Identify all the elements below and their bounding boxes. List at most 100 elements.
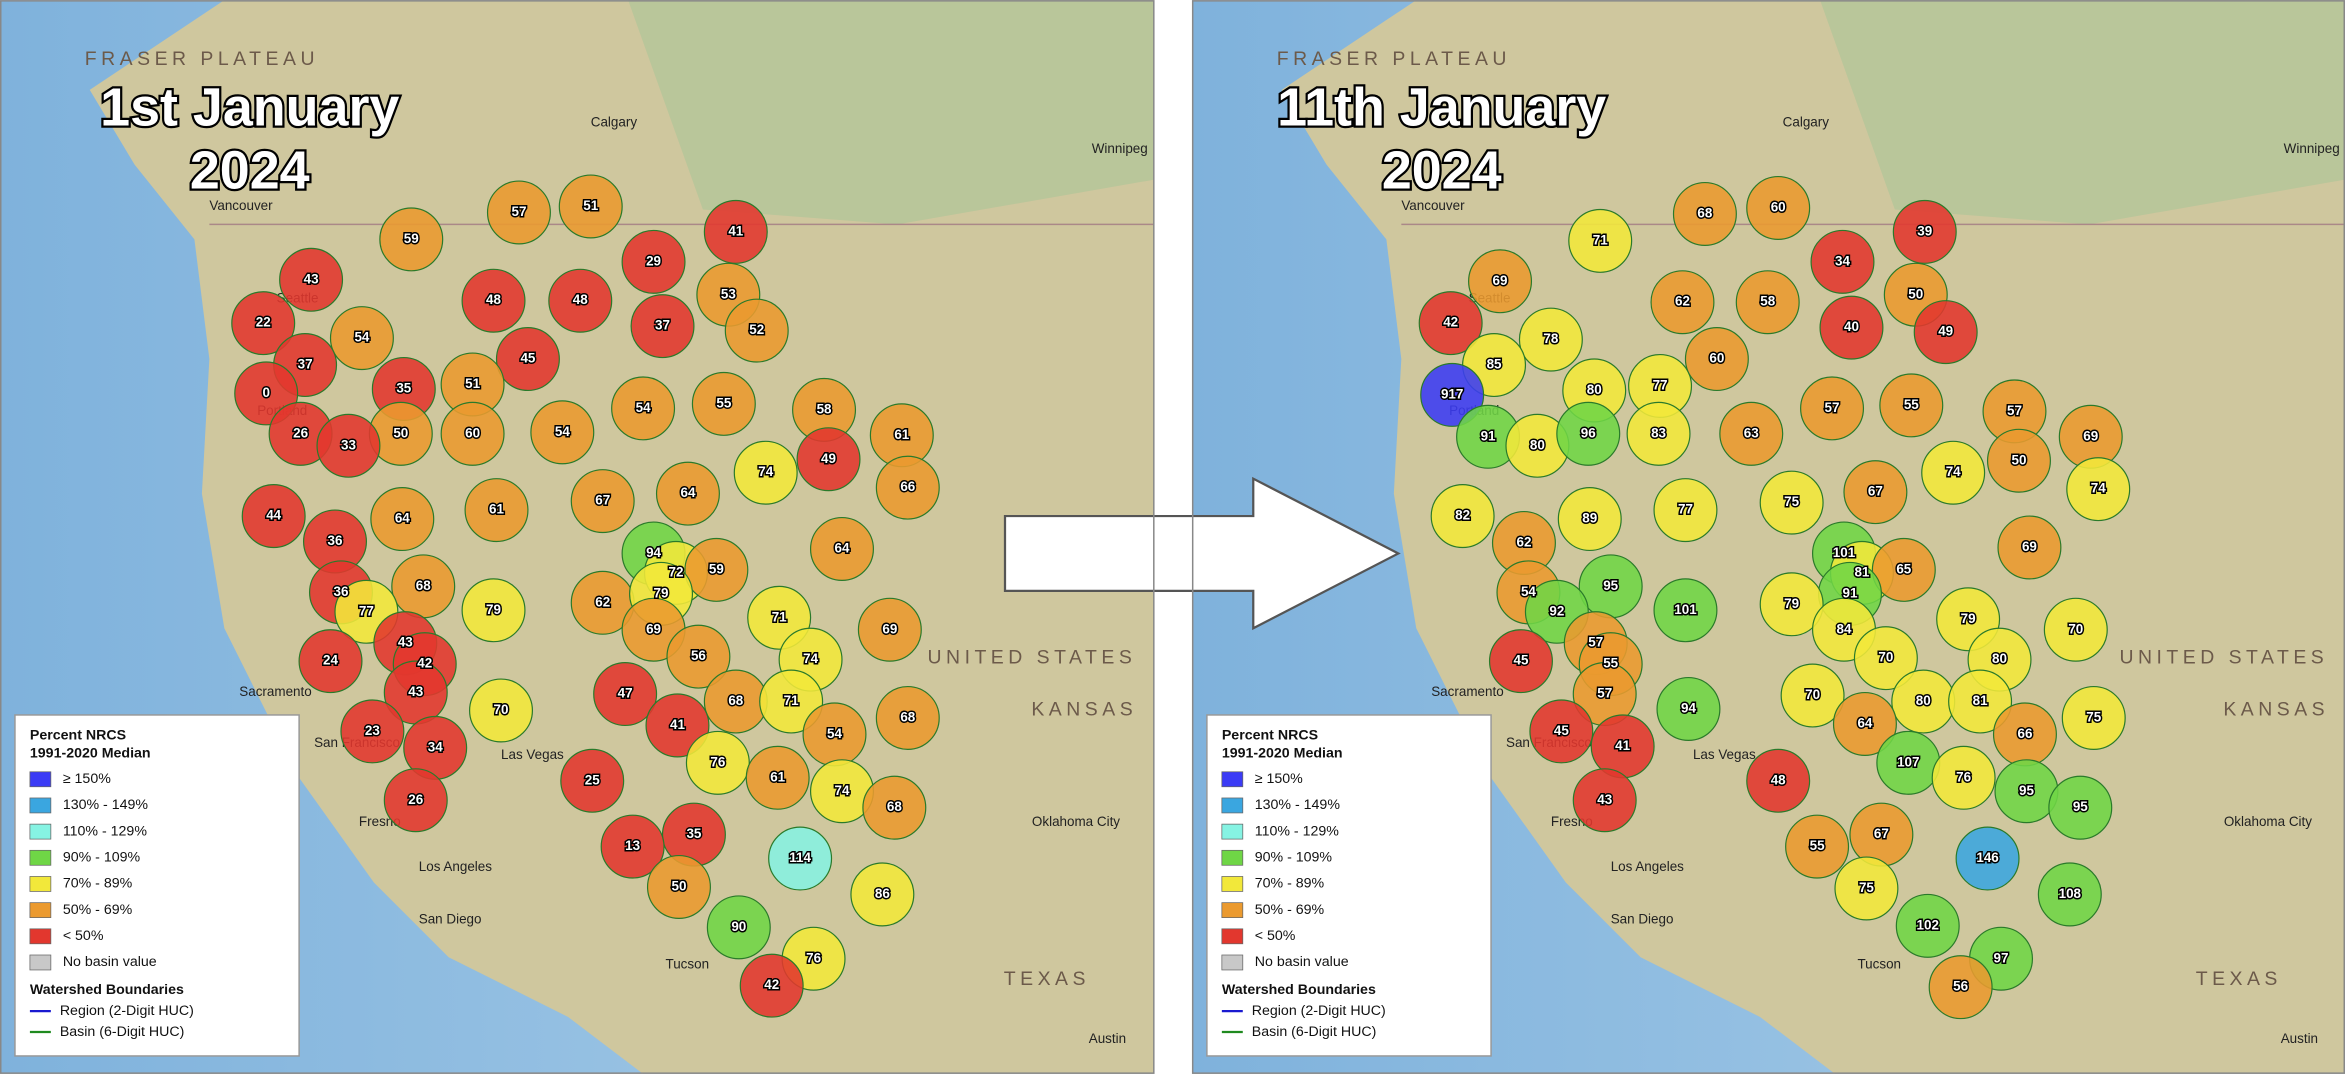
basin-value: 69: [882, 621, 897, 636]
basin-value: 60: [1771, 200, 1786, 215]
basin: [329, 306, 394, 371]
basin: [850, 862, 915, 927]
basin-value: 37: [655, 318, 670, 333]
basin: [796, 427, 861, 492]
map-label: Los Angeles: [419, 859, 492, 874]
legend-title: 1991-2020 Median: [30, 746, 151, 762]
basin-value: 56: [1953, 979, 1968, 994]
basin-value: 101: [1833, 545, 1856, 560]
basin-value: 95: [1603, 578, 1618, 593]
panel-title: 11th January: [1277, 78, 1606, 138]
basin-value: 80: [1587, 382, 1602, 397]
basin: [469, 678, 534, 743]
legend-swatch: [29, 797, 52, 814]
basin-value: 79: [1961, 611, 1976, 626]
basin-value: 81: [1854, 564, 1869, 579]
basin-value: 68: [900, 710, 915, 725]
map-label: Austin: [2281, 1031, 2318, 1046]
basin: [1948, 669, 2013, 734]
basin: [1568, 208, 1633, 273]
basin-value: 67: [1874, 826, 1889, 841]
basin-value: 91: [1843, 585, 1858, 600]
basin: [1780, 663, 1845, 728]
basin-value: 69: [1493, 273, 1508, 288]
basin: [298, 629, 363, 694]
basin-value: 91: [1481, 428, 1496, 443]
basin: [1759, 470, 1824, 535]
map-label: Winnipeg: [1092, 141, 1148, 156]
basin-value: 45: [1513, 653, 1528, 668]
map-label: FRASER PLATEAU: [1277, 48, 1511, 70]
basin-value: 90: [731, 919, 746, 934]
basin-value: 917: [1441, 386, 1463, 401]
basin-value: 54: [555, 424, 570, 439]
basin: [241, 484, 306, 549]
basin-value: 77: [359, 603, 374, 618]
basin-value: 25: [585, 772, 600, 787]
basin-value: 61: [770, 769, 785, 784]
map-label: UNITED STATES: [2119, 646, 2328, 668]
basin: [1650, 270, 1715, 335]
panel-title: 2024: [1382, 141, 1502, 201]
basin: [1684, 327, 1749, 392]
basin-value: 53: [721, 286, 736, 301]
basin: [1556, 401, 1621, 466]
basin-value: 108: [2059, 886, 2082, 901]
basin-value: 78: [1543, 331, 1558, 346]
basin-value: 36: [334, 584, 349, 599]
basin-value: 94: [646, 545, 661, 560]
basin-value: 24: [323, 653, 338, 668]
basin-value: 47: [618, 686, 633, 701]
basin: [1832, 691, 1897, 756]
basin-value: 107: [1897, 754, 1919, 769]
basin: [621, 229, 686, 294]
legend-label: 90% - 109%: [63, 850, 141, 866]
basin-value: 42: [417, 656, 432, 671]
basin-value: 57: [1597, 686, 1612, 701]
map-label: KANSAS: [2223, 699, 2329, 721]
legend-label: Basin (6-Digit HUC): [60, 1024, 185, 1040]
map-label: Tucson: [1857, 956, 1901, 971]
basin-value: 50: [1908, 286, 1923, 301]
basin-value: 80: [1530, 437, 1545, 452]
legend-label: 110% - 129%: [63, 823, 148, 839]
basin-value: 66: [2017, 726, 2032, 741]
panel-title: 2024: [190, 141, 310, 201]
legend-label: Region (2-Digit HUC): [1252, 1003, 1386, 1019]
basin-value: 55: [1603, 656, 1618, 671]
basin-value: 62: [595, 594, 610, 609]
basin-value: 35: [686, 826, 701, 841]
basin: [1488, 629, 1553, 694]
basin-value: 71: [1593, 232, 1608, 247]
legend-label: 70% - 89%: [1255, 876, 1325, 892]
basin-value: 74: [2091, 481, 2106, 496]
basin: [759, 669, 824, 734]
basin: [1746, 175, 1811, 240]
legend-title: Percent NRCS: [30, 728, 126, 744]
basin: [1834, 856, 1899, 921]
basin: [1913, 300, 1978, 365]
basin-value: 52: [749, 322, 764, 337]
basin-value: 58: [1760, 294, 1775, 309]
basin-value: 68: [887, 799, 902, 814]
basin-value: 56: [691, 648, 706, 663]
legend-swatch: [29, 823, 52, 840]
basin: [2037, 862, 2102, 927]
basin: [666, 624, 731, 689]
legend-title: 1991-2020 Median: [1222, 746, 1343, 762]
basin-value: 41: [1615, 738, 1630, 753]
basin-value: 76: [1956, 769, 1971, 784]
basin: [1986, 428, 2051, 493]
basin: [1430, 484, 1495, 549]
basin-value: 80: [1916, 693, 1931, 708]
basin-value: 34: [1835, 253, 1850, 268]
basin-value: 13: [625, 838, 640, 853]
basin-value: 86: [875, 886, 890, 901]
basin-value: 114: [789, 850, 811, 865]
basin-value: 55: [1810, 838, 1825, 853]
map-label: Sacramento: [239, 684, 311, 699]
basin: [461, 578, 526, 643]
basin: [558, 174, 623, 239]
basin: [875, 685, 940, 750]
legend-swatch: [1221, 876, 1244, 892]
